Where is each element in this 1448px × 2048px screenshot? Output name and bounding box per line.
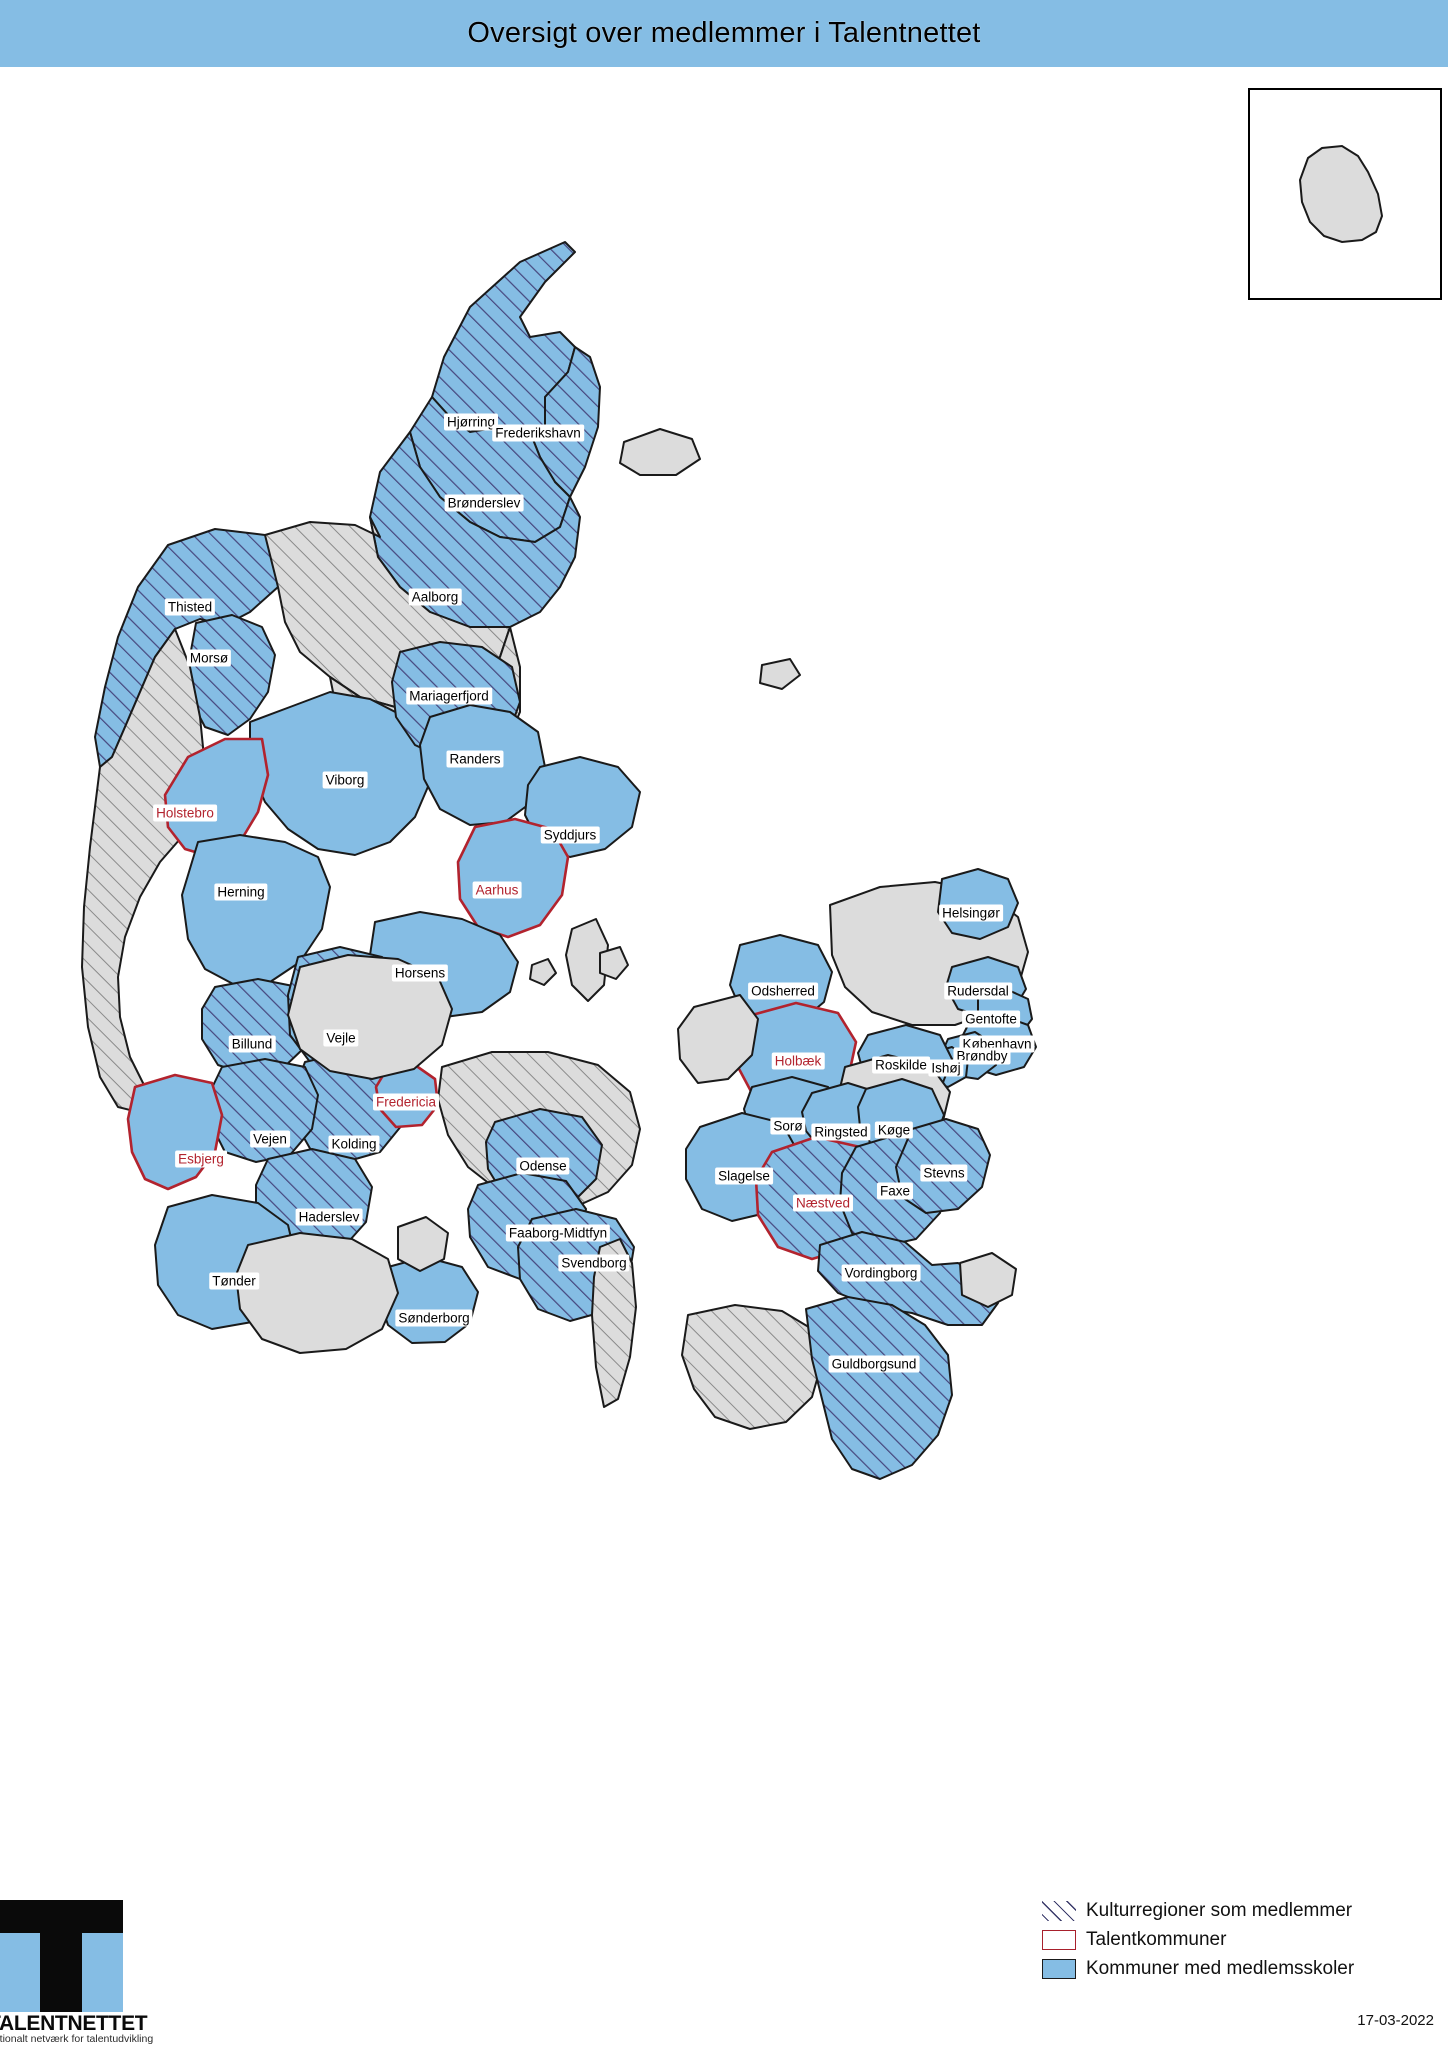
logo-t-stem xyxy=(40,1900,82,2012)
region-lolland-greyhatch xyxy=(681,1304,823,1430)
island-samsosouth-grey xyxy=(599,946,629,980)
island-laeso-grey xyxy=(619,428,701,476)
talentnettet-logo: TALENTNETTET nationalt netværk for talen… xyxy=(0,1900,153,2048)
legend-item-medlemsskoler: Kommuner med medlemsskoler xyxy=(1042,1956,1442,1982)
region-langeland-greyhatch xyxy=(591,1238,637,1408)
page-title: Oversigt over medlemmer i Talentnettet xyxy=(467,17,981,49)
region-westzealand-grey xyxy=(677,994,759,1084)
region-south-jutland-grey xyxy=(235,1232,399,1354)
region-mid-jutland-grey xyxy=(287,954,453,1080)
region-esbjerg xyxy=(126,1073,224,1191)
legend-label: Kulturregioner som medlemmer xyxy=(1086,1900,1353,1921)
island-anholt-grey xyxy=(759,658,801,690)
region-helsingor xyxy=(937,868,1019,940)
island-samso-grey xyxy=(565,918,609,1002)
blue-fill-icon xyxy=(1042,1959,1076,1979)
date-stamp: 17-03-2022 xyxy=(1357,2012,1434,2029)
legend-item-talentkommuner: Talentkommuner xyxy=(1042,1927,1442,1953)
island-moen-grey xyxy=(959,1252,1017,1308)
legend-item-kulturregioner: Kulturregioner som medlemmer xyxy=(1042,1898,1442,1924)
legend-label: Talentkommuner xyxy=(1086,1929,1227,1950)
logo-tagline: nationalt netværk for talentudvikling xyxy=(0,2033,154,2045)
red-outline-icon xyxy=(1042,1930,1076,1950)
region-greyhatch-west xyxy=(81,628,206,1113)
hatch-icon xyxy=(1042,1901,1076,1921)
denmark-map[interactable]: Hjørring Frederikshavn Brønderslev Aalborg T… xyxy=(0,67,1448,1887)
region-vejen xyxy=(209,1058,319,1163)
bornholm-inset-svg xyxy=(1298,144,1384,244)
logo-t-icon xyxy=(0,1900,123,2012)
region-aarhus xyxy=(456,817,570,939)
region-guldborgsund xyxy=(805,1296,953,1480)
region-stevns xyxy=(895,1118,991,1214)
map-svg xyxy=(81,241,1037,1480)
island-alsnorth-grey xyxy=(397,1216,449,1272)
map-legend: Kulturregioner som medlemmer Talentkommu… xyxy=(1042,1898,1442,1985)
legend-label: Kommuner med medlemsskoler xyxy=(1086,1958,1355,1979)
page-header: Oversigt over medlemmer i Talentnettet xyxy=(0,0,1448,67)
bornholm-shape xyxy=(1298,144,1384,244)
logo-name: TALENTNETTET xyxy=(0,2012,148,2035)
bornholm-inset-box xyxy=(1248,88,1442,300)
island-endelave-grey xyxy=(529,958,557,986)
